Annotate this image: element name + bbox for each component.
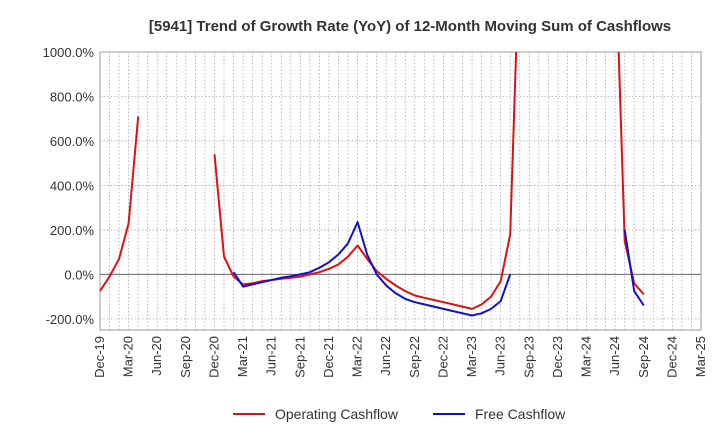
x-tick-label: Mar-25 <box>693 336 708 377</box>
x-tick-label: Jun-22 <box>378 336 393 376</box>
x-tick-label: Mar-22 <box>350 336 365 377</box>
series-layer <box>100 52 645 317</box>
y-tick-label: 200.0% <box>50 223 95 238</box>
x-tick-label: Mar-23 <box>464 336 479 377</box>
plot-area <box>99 51 702 331</box>
grid-layer <box>100 51 701 330</box>
y-tick-label: 1000.0% <box>43 45 95 60</box>
x-axis: Dec-19 Mar-20 Jun-20 Sep-20 Dec-20 Mar-21 Jun-… <box>92 336 708 378</box>
x-tick-label: Dec-22 <box>435 336 450 378</box>
x-tick-label: Dec-24 <box>664 336 679 378</box>
x-tick-label: Sep-20 <box>178 336 193 378</box>
series-line-free-cashflow <box>232 221 645 317</box>
x-tick-label: Dec-21 <box>321 336 336 378</box>
y-axis: -200.0% 0.0% 200.0% 400.0% 600.0% 800.0% 1000.… <box>43 45 95 327</box>
x-tick-label: Mar-21 <box>235 336 250 377</box>
y-tick-label: 800.0% <box>50 89 95 104</box>
legend-label-free-cashflow: Free Cashflow <box>475 406 566 422</box>
y-tick-label: 0.0% <box>64 267 94 282</box>
x-tick-label: Sep-21 <box>292 336 307 378</box>
x-tick-label: Sep-22 <box>407 336 422 378</box>
x-tick-label: Dec-19 <box>92 336 107 378</box>
x-tick-label: Jun-24 <box>607 336 622 376</box>
x-tick-label: Mar-24 <box>579 336 594 377</box>
chart-title: [5941] Trend of Growth Rate (YoY) of 12-… <box>149 18 671 35</box>
x-tick-label: Dec-20 <box>206 336 221 378</box>
y-tick-label: 600.0% <box>50 134 95 149</box>
x-tick-label: Jun-20 <box>149 336 164 376</box>
x-tick-label: Sep-23 <box>521 336 536 378</box>
legend: Operating Cashflow Free Cashflow <box>233 406 566 422</box>
x-tick-label: Sep-24 <box>636 336 651 378</box>
x-tick-label: Jun-21 <box>264 336 279 376</box>
y-tick-label: -200.0% <box>46 312 95 327</box>
y-tick-label: 400.0% <box>50 178 95 193</box>
x-tick-label: Mar-20 <box>121 336 136 377</box>
legend-label-operating-cashflow: Operating Cashflow <box>275 406 399 422</box>
x-tick-label: Jun-23 <box>493 336 508 376</box>
x-tick-label: Dec-23 <box>550 336 565 378</box>
